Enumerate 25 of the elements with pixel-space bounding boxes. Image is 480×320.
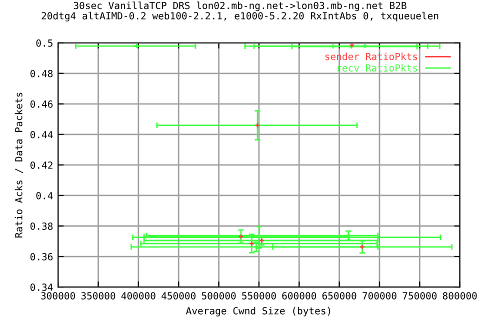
x-tick-label: 500000 xyxy=(202,292,236,300)
chart-title: 30sec VanillaTCP DRS lon02.mb-ng.net->lon03.mb-ng.net B2B 20dtg4 altAIMD-0.2 web100-2.2.1, e1000-5.2.20 RxIntAbs 0, txqueuelen xyxy=(42,2,438,22)
x-tick-label: 300000 xyxy=(41,292,76,300)
y-tick-label: 0.42 xyxy=(30,161,52,169)
legend-label: recv RatioPkts xyxy=(338,64,418,72)
x-tick-label: 650000 xyxy=(322,292,356,300)
x-tick-label: 450000 xyxy=(162,292,196,300)
x-tick-label: 600000 xyxy=(282,292,316,300)
y-tick-label: 0.36 xyxy=(30,253,53,260)
y-tick-label: 0.46 xyxy=(30,100,53,108)
y-tick-label: 0.5 xyxy=(36,39,52,47)
x-axis-title: Average Cwnd Size (bytes) xyxy=(186,306,330,316)
x-tick-label: 350000 xyxy=(81,292,116,300)
x-tick-label: 700000 xyxy=(362,292,396,300)
x-tick-label: 750000 xyxy=(402,292,437,300)
x-tick-label: 800000 xyxy=(442,292,477,300)
y-tick-label: 0.48 xyxy=(30,70,53,78)
x-tick-label: 550000 xyxy=(242,292,276,300)
y-axis-title: Ratio Acks / Data Packets xyxy=(14,92,24,238)
y-tick-label: 0.4 xyxy=(36,192,53,200)
y-tick-label: 0.44 xyxy=(30,130,53,138)
x-tick-label: 400000 xyxy=(121,292,156,300)
y-tick-label: 0.34 xyxy=(30,284,53,291)
y-tick-label: 0.38 xyxy=(30,222,53,230)
legend-label: sender RatioPkts xyxy=(325,52,418,60)
